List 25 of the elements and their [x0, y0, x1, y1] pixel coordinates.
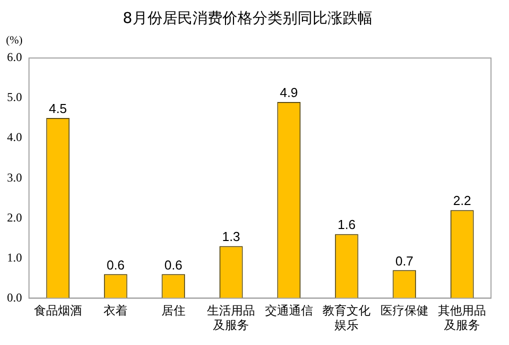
x-tick-label: 食品烟酒 [34, 304, 82, 318]
data-label: 0.7 [395, 253, 414, 268]
y-tick-label: 1.0 [7, 250, 22, 264]
x-tick-label: 其他用品及服务 [438, 304, 486, 332]
y-tick-label: 4.0 [7, 130, 22, 144]
chart-title: 8月份居民消费价格分类别同比涨跌幅 [122, 8, 372, 27]
x-tick-label: 生活用品及服务 [207, 304, 256, 332]
y-tick-label: 2.0 [7, 210, 22, 224]
y-tick-label: 6.0 [7, 50, 22, 64]
y-tick-label: 0.0 [7, 290, 22, 304]
x-tick-label: 教育文化娱乐 [322, 304, 371, 332]
data-label: 4.5 [48, 101, 67, 116]
y-tick-label: 5.0 [7, 90, 22, 104]
data-label: 4.9 [280, 85, 298, 100]
data-label: 1.6 [338, 217, 356, 232]
x-tick-label: 交通通信 [264, 304, 313, 318]
data-label: 1.3 [222, 229, 240, 244]
data-label: 0.6 [106, 257, 125, 272]
data-label: 2.2 [453, 193, 472, 208]
x-tick-label: 医疗保健 [380, 304, 428, 318]
y-axis-title: (%) [6, 34, 23, 46]
x-tick-label: 居住 [161, 304, 186, 318]
x-tick-label: 衣着 [104, 304, 128, 318]
data-label: 0.6 [164, 257, 182, 272]
y-tick-label: 3.0 [7, 170, 22, 184]
